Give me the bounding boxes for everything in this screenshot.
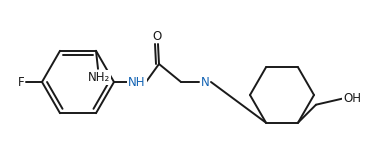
Text: NH₂: NH₂ xyxy=(88,71,110,84)
Text: F: F xyxy=(18,76,24,88)
Text: O: O xyxy=(152,30,162,43)
Text: OH: OH xyxy=(343,92,361,105)
Text: N: N xyxy=(200,76,209,88)
Text: NH: NH xyxy=(128,76,146,88)
